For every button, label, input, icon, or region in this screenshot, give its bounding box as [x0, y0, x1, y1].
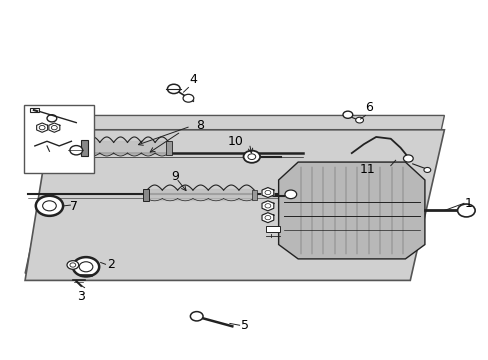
Circle shape — [67, 261, 79, 269]
Circle shape — [167, 84, 180, 94]
Circle shape — [183, 94, 193, 102]
Polygon shape — [262, 213, 273, 223]
Polygon shape — [37, 123, 47, 132]
Text: 7: 7 — [70, 200, 78, 213]
Bar — [81, 140, 88, 156]
Circle shape — [342, 111, 352, 118]
Text: 1: 1 — [464, 197, 472, 210]
Text: 5: 5 — [241, 319, 248, 332]
Circle shape — [73, 257, 99, 276]
Polygon shape — [262, 188, 273, 198]
Text: 10: 10 — [227, 135, 243, 148]
Text: 2: 2 — [107, 258, 115, 271]
Circle shape — [355, 117, 363, 123]
Text: 11: 11 — [359, 163, 374, 176]
Bar — [266, 226, 280, 232]
Circle shape — [403, 155, 412, 162]
Polygon shape — [25, 116, 444, 273]
Bar — [166, 141, 172, 155]
Text: 6: 6 — [365, 102, 372, 114]
Circle shape — [285, 190, 296, 199]
Bar — [30, 108, 39, 112]
Circle shape — [423, 167, 430, 172]
Circle shape — [190, 312, 203, 321]
Circle shape — [70, 145, 82, 155]
Polygon shape — [262, 201, 273, 211]
Polygon shape — [25, 130, 444, 280]
Circle shape — [243, 150, 260, 163]
Bar — [252, 190, 257, 201]
Circle shape — [36, 196, 63, 216]
Circle shape — [457, 204, 474, 217]
Text: 8: 8 — [195, 119, 203, 132]
Polygon shape — [49, 123, 60, 132]
Text: 9: 9 — [171, 170, 179, 183]
Bar — [143, 189, 149, 201]
Polygon shape — [24, 105, 94, 173]
Text: 3: 3 — [77, 291, 85, 303]
Polygon shape — [278, 162, 424, 259]
Text: 4: 4 — [189, 73, 197, 86]
